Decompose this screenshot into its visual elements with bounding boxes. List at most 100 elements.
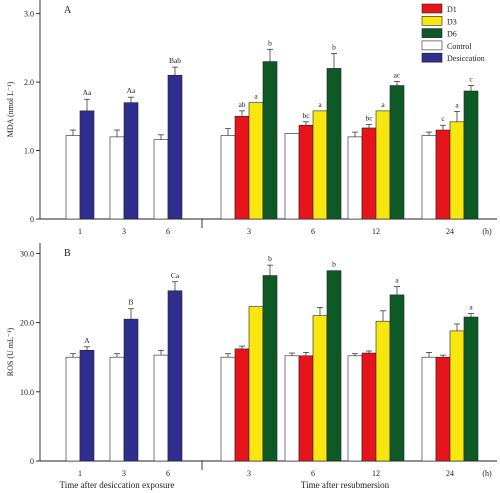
panel-b: 0 10.0 20.0 30.0 ROS (U mL⁻¹) B (h) A 1 B 3 Ca 6 b 3 b 6…: [6, 243, 497, 478]
bar-d3: [248, 102, 264, 220]
x-unit-label: (h): [482, 227, 492, 236]
y-tick-label: 0: [30, 457, 34, 466]
legend-label: D1: [447, 5, 457, 14]
bar-d1: [361, 127, 377, 220]
significance-letter: b: [332, 42, 336, 51]
bar-d6: [326, 68, 342, 220]
x-tick-label: 12: [372, 227, 380, 236]
y-tick-label: 0: [30, 215, 34, 224]
y-tick-label: 10.0: [20, 388, 34, 397]
significance-letter: Ca: [171, 271, 180, 280]
y-tick-label: 2.0: [24, 78, 34, 87]
significance-letter: b: [332, 260, 336, 269]
significance-letter: bc: [365, 114, 373, 123]
bar-d6: [389, 85, 405, 220]
y-tick-label: 30.0: [20, 249, 34, 258]
legend-swatch: [421, 40, 443, 51]
significance-letter: b: [268, 38, 272, 47]
bar-d3: [248, 306, 264, 462]
bar-d3: [312, 110, 328, 220]
bar-control: [109, 136, 125, 220]
x-tick-label: 3: [122, 469, 126, 478]
legend-swatch: [421, 28, 443, 38]
x-tick-label: 24: [446, 227, 454, 236]
significance-letter: a: [381, 100, 385, 109]
bar-control: [153, 354, 169, 462]
legend-label: Control: [447, 42, 472, 51]
bar-d6: [389, 294, 405, 462]
x-tick-label: 12: [372, 469, 380, 478]
panel-letter: B: [64, 248, 71, 259]
significance-letter: c: [469, 75, 473, 84]
x-axis-label-desiccation: Time after desiccation exposure: [60, 480, 175, 490]
legend-label: D6: [447, 30, 457, 39]
bar-d6: [262, 61, 278, 220]
bar-control: [284, 133, 300, 220]
y-tick-label: 3.0: [24, 10, 34, 19]
x-tick-label: 6: [311, 227, 315, 236]
bar-d1: [234, 348, 250, 462]
bar-d3: [312, 315, 328, 462]
legend: D1 D3 D6 Control Desiccation: [421, 3, 485, 63]
x-axis-label-resubmersion: Time after resubmersion: [301, 480, 390, 490]
bar-d1: [435, 129, 451, 220]
bar-control: [421, 135, 437, 220]
significance-letter: a: [318, 100, 322, 109]
x-tick-label: 6: [166, 227, 170, 236]
bar-control: [153, 139, 169, 220]
bar-control: [347, 136, 363, 220]
x-tick-label: 6: [166, 469, 170, 478]
significance-letter: ab: [238, 100, 245, 109]
significance-letter: A: [84, 336, 90, 345]
significance-letter: Aa: [127, 86, 136, 95]
bar-desiccation: [79, 349, 95, 462]
significance-letter: b: [268, 254, 272, 263]
significance-letter: B: [128, 298, 133, 307]
bar-d3: [375, 320, 391, 462]
y-axis-label: ROS (U mL⁻¹): [6, 327, 15, 376]
legend-swatch: [421, 52, 443, 63]
x-tick-label: 1: [78, 469, 82, 478]
x-tick-label: 24: [446, 469, 454, 478]
bar-d1: [435, 356, 451, 462]
bar-d3: [449, 121, 465, 220]
panel-letter: A: [64, 5, 72, 16]
bar-d6: [326, 270, 342, 462]
bar-control: [65, 356, 81, 462]
x-tick-label: 3: [247, 469, 251, 478]
bar-d3: [449, 330, 465, 462]
bar-desiccation: [123, 102, 139, 220]
bar-control: [109, 356, 125, 462]
significance-letter: bc: [302, 111, 310, 120]
legend-label: Desiccation: [447, 54, 485, 63]
bar-desiccation: [123, 318, 139, 462]
bar-control: [220, 356, 236, 462]
legend-swatch: [421, 15, 443, 26]
bar-desiccation: [167, 290, 183, 462]
bar-desiccation: [167, 74, 183, 220]
y-tick-label: 20.0: [20, 319, 34, 328]
bar-d1: [298, 355, 314, 462]
bar-control: [421, 356, 437, 462]
significance-letter: Aa: [83, 88, 92, 97]
legend-swatch: [421, 3, 443, 14]
x-tick-label: 3: [247, 227, 251, 236]
significance-letter: a: [469, 303, 473, 312]
significance-letter: ac: [394, 70, 401, 79]
x-unit-label: (h): [482, 469, 492, 478]
bar-control: [65, 135, 81, 220]
bar-d6: [463, 316, 479, 462]
x-tick-label: 3: [122, 227, 126, 236]
bar-control: [347, 355, 363, 462]
bar-desiccation: [79, 110, 95, 220]
bar-d1: [298, 124, 314, 220]
significance-letter: Bab: [169, 56, 181, 65]
y-tick-label: 1.0: [24, 147, 34, 156]
bar-d3: [375, 110, 391, 220]
bar-d6: [463, 90, 479, 220]
bar-d1: [361, 352, 377, 462]
significance-letter: a: [395, 276, 399, 285]
y-axis-label: MDA (nmol L⁻¹): [6, 81, 15, 137]
legend-label: D3: [447, 17, 457, 26]
